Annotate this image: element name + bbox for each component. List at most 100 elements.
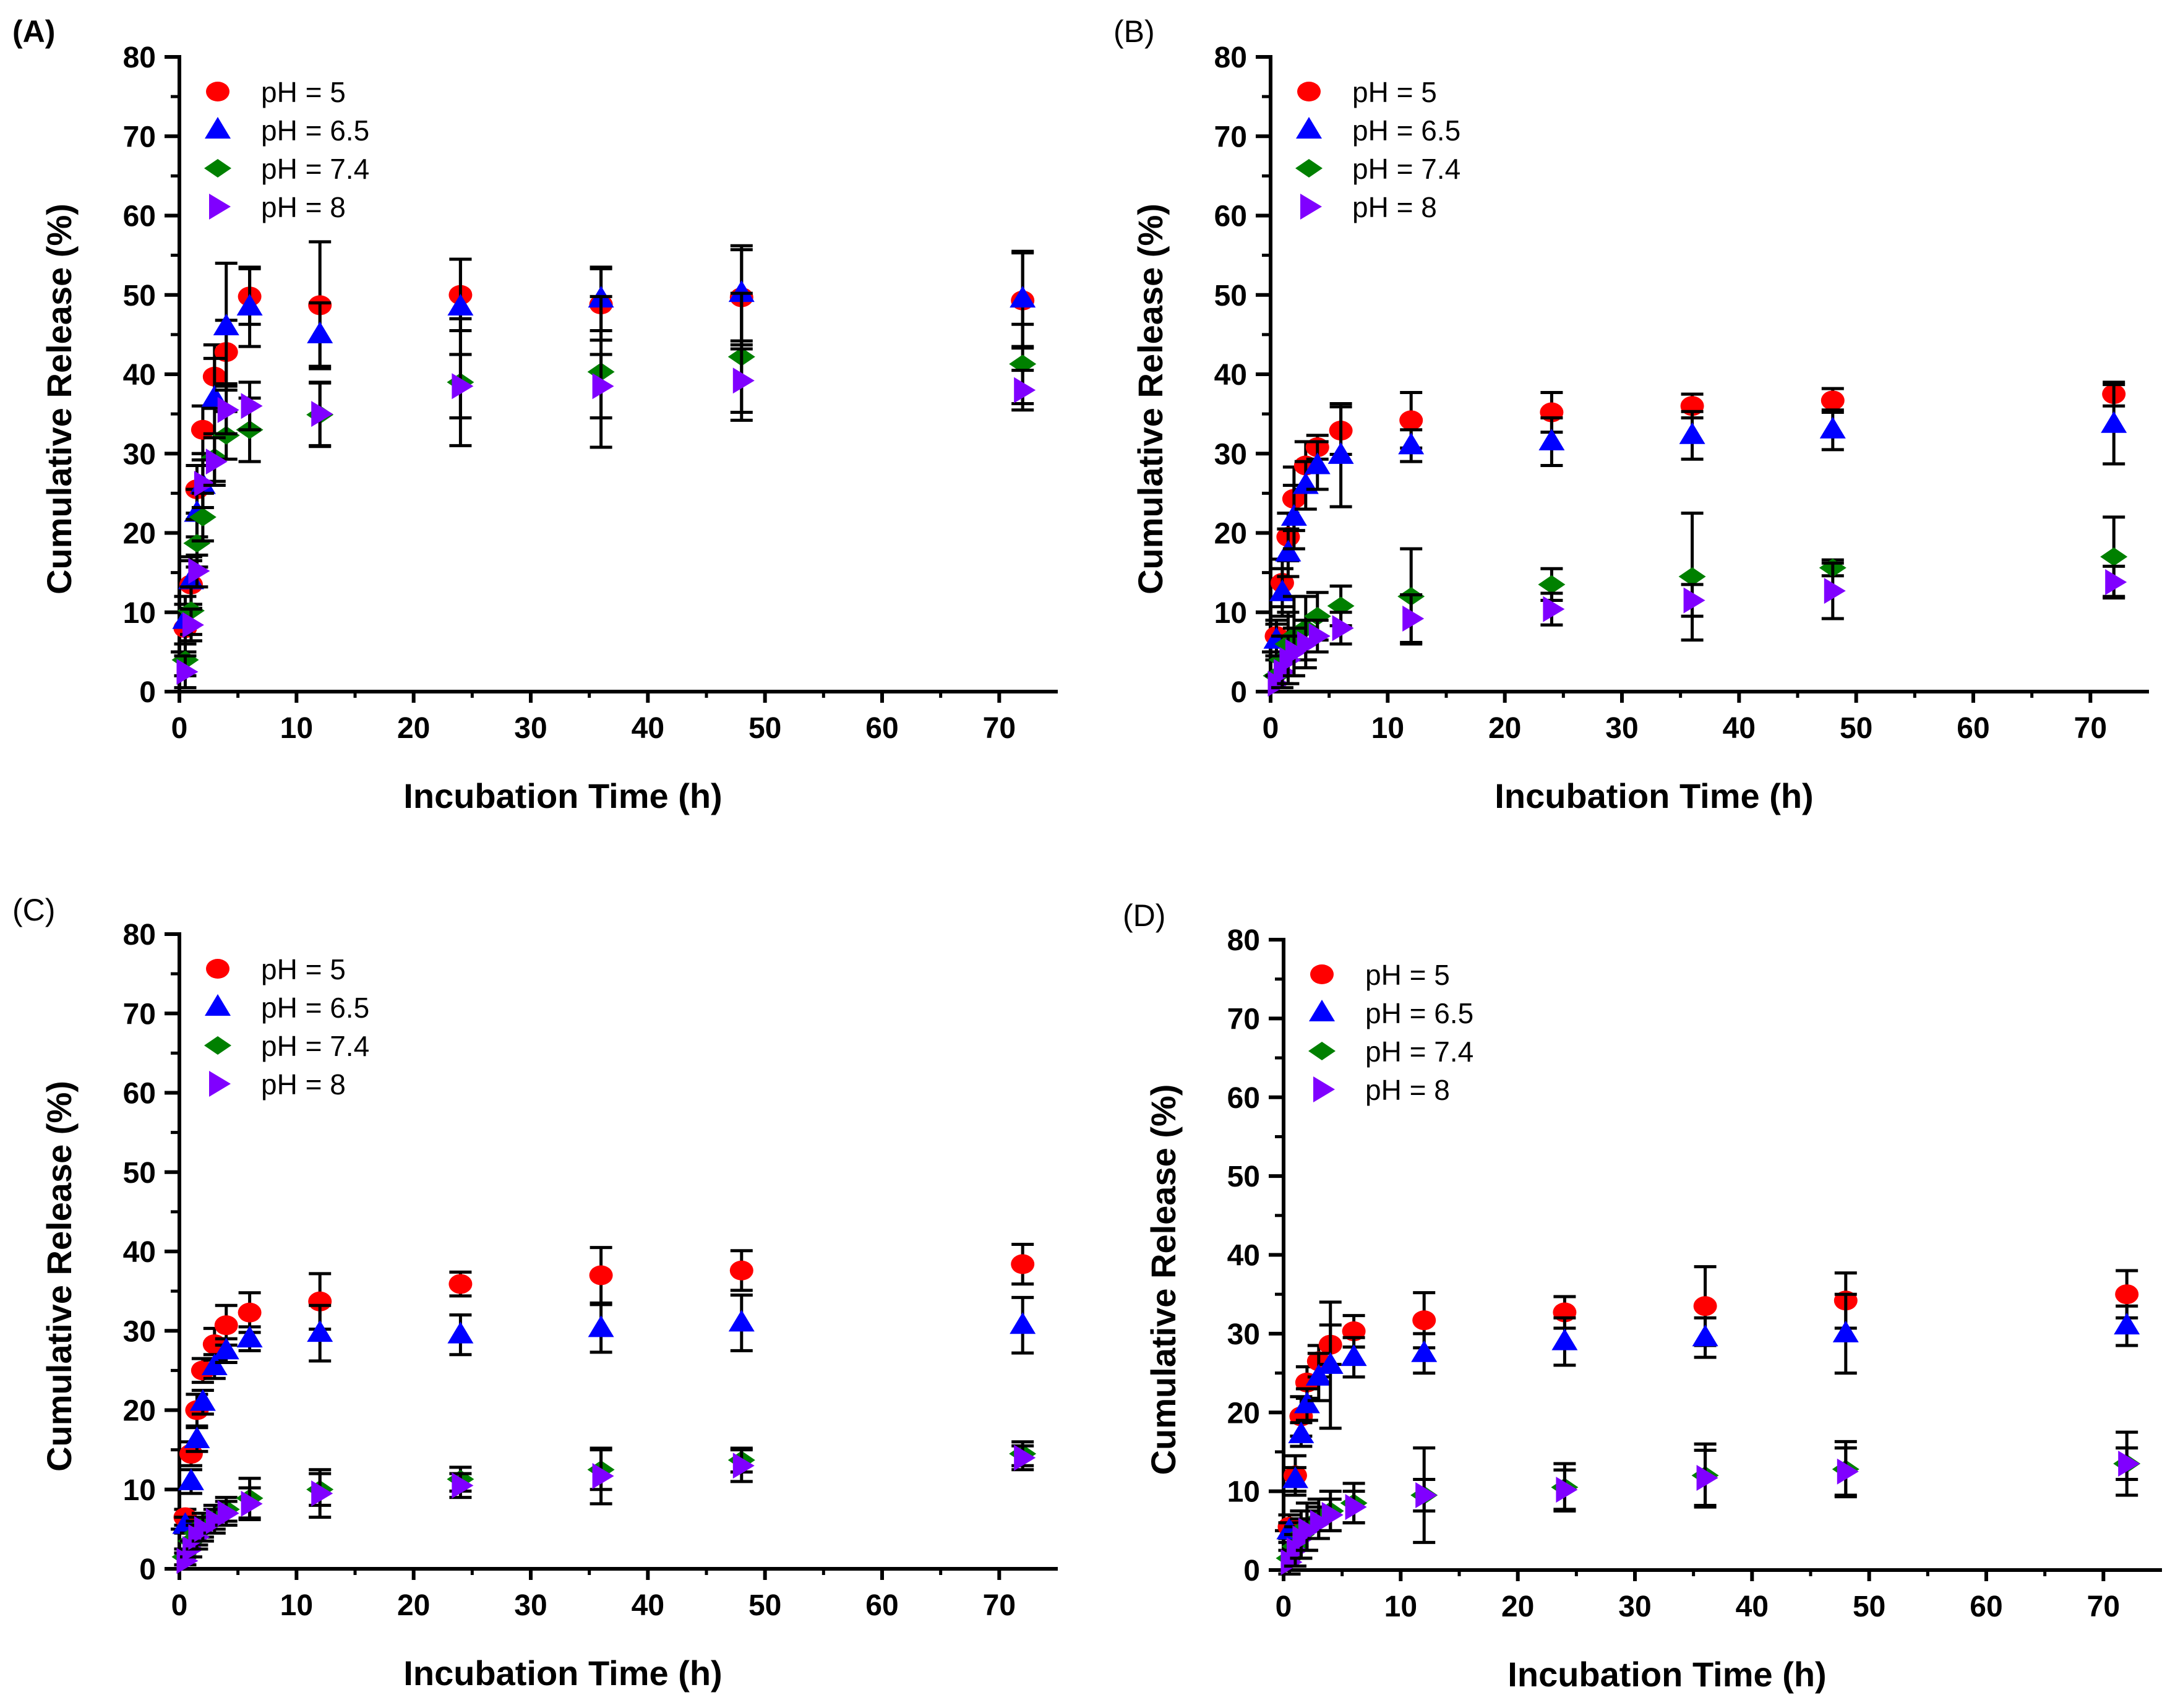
data-point xyxy=(1837,1458,1859,1485)
data-point xyxy=(194,470,216,497)
y-tick-label: 70 xyxy=(1227,1003,1260,1036)
data-point xyxy=(1285,638,1307,665)
legend-entry: pH = 6.5 xyxy=(1365,997,1473,1029)
data-point xyxy=(194,1516,216,1542)
data-point xyxy=(1332,615,1354,642)
data-point xyxy=(236,293,263,315)
data-point xyxy=(1398,432,1425,455)
data-point xyxy=(217,397,239,423)
x-axis-label: Incubation Time (h) xyxy=(403,1654,722,1693)
y-axis-label: Cumulative Release (%) xyxy=(1131,204,1170,594)
data-point xyxy=(1824,578,1846,604)
series-6.5 xyxy=(1276,1292,2140,1540)
data-point xyxy=(1288,1421,1315,1443)
data-point xyxy=(1293,1391,1320,1414)
legend-marker xyxy=(1296,117,1322,139)
y-axis-label: Cumulative Release (%) xyxy=(1144,1084,1183,1475)
y-tick-label: 20 xyxy=(123,1395,156,1428)
data-point xyxy=(1538,429,1565,451)
data-point xyxy=(1340,1344,1367,1367)
y-tick-label: 70 xyxy=(1214,121,1247,153)
data-point xyxy=(1297,631,1319,658)
data-point xyxy=(182,612,204,638)
y-tick-label: 40 xyxy=(123,1236,156,1269)
data-point xyxy=(176,658,199,685)
data-point xyxy=(176,1548,199,1574)
legend-entry: pH = 7.4 xyxy=(1365,1036,1473,1068)
panel-c: (C) 0 10 20 30 40 50 60 70 0 10 20 30 40 50 60 70 80 Incub… xyxy=(12,893,1058,1693)
x-tick-label: 0 xyxy=(1276,1590,1292,1623)
legend-marker xyxy=(1313,1076,1335,1102)
data-point xyxy=(1298,1517,1320,1544)
data-point xyxy=(1327,442,1354,464)
legend-marker xyxy=(206,959,229,979)
legend-entry: pH = 5 xyxy=(1352,76,1437,108)
x-tick-label: 20 xyxy=(1488,712,1521,745)
data-point xyxy=(1412,1310,1436,1331)
data-point xyxy=(1009,354,1037,374)
legend-entry: pH = 5 xyxy=(261,953,346,985)
panel-label: (C) xyxy=(12,893,55,927)
data-point xyxy=(2105,569,2127,596)
data-point xyxy=(184,1426,210,1448)
x-tick-label: 0 xyxy=(171,1589,188,1622)
x-tick-label: 50 xyxy=(1840,712,1872,745)
panel-a: (A) 0 10 20 30 40 50 60 70 0 10 20 30 40 50 60 70 80 Incub… xyxy=(12,14,1058,815)
data-point xyxy=(217,1500,239,1527)
y-tick-label: 80 xyxy=(1227,924,1260,957)
x-tick-label: 10 xyxy=(280,1589,313,1622)
y-tick-label: 10 xyxy=(1214,597,1247,630)
y-tick-label: 30 xyxy=(1227,1318,1260,1351)
y-tick-label: 60 xyxy=(1214,200,1247,233)
data-point xyxy=(205,448,228,475)
y-tick-label: 70 xyxy=(123,121,156,153)
x-tick-label: 30 xyxy=(1605,712,1638,745)
x-tick-label: 60 xyxy=(1957,712,1989,745)
legend-marker xyxy=(204,159,231,178)
data-point xyxy=(1282,1466,1308,1488)
data-point xyxy=(311,1480,333,1507)
legend-marker xyxy=(1308,1042,1336,1060)
data-point xyxy=(1321,1501,1344,1528)
y-tick-label: 10 xyxy=(1227,1476,1260,1509)
x-tick-label: 50 xyxy=(748,712,781,745)
data-point xyxy=(732,367,755,394)
legend-entry: pH = 6.5 xyxy=(261,114,369,147)
panel-label: (B) xyxy=(1113,14,1155,49)
y-tick-label: 80 xyxy=(123,919,156,951)
data-point xyxy=(1832,1320,1859,1342)
data-point xyxy=(1819,416,1846,439)
y-tick-label: 50 xyxy=(1214,280,1247,312)
x-tick-label: 70 xyxy=(983,1589,1016,1622)
y-tick-label: 0 xyxy=(1230,676,1247,709)
data-point xyxy=(1678,567,1706,586)
y-tick-label: 40 xyxy=(1214,359,1247,392)
x-tick-label: 20 xyxy=(1501,1590,1534,1623)
data-point xyxy=(189,507,217,526)
data-point xyxy=(588,1315,614,1337)
x-tick-label: 60 xyxy=(865,712,898,745)
y-tick-label: 20 xyxy=(1214,518,1247,551)
y-tick-label: 80 xyxy=(1214,41,1247,74)
data-point xyxy=(1411,1340,1438,1362)
data-point xyxy=(189,1389,216,1411)
data-point xyxy=(1679,422,1705,444)
data-point xyxy=(1327,596,1355,616)
panel-label: (A) xyxy=(12,14,55,49)
x-tick-label: 40 xyxy=(1736,1590,1769,1623)
data-point xyxy=(732,1453,755,1479)
legend-marker xyxy=(1300,194,1322,220)
y-tick-label: 30 xyxy=(123,1315,156,1348)
legend-marker xyxy=(1297,82,1321,101)
data-point xyxy=(1693,1296,1717,1316)
legend-marker xyxy=(1295,159,1323,178)
data-point xyxy=(2118,1451,2140,1477)
x-tick-label: 50 xyxy=(1853,1590,1885,1623)
data-point xyxy=(178,1468,204,1490)
data-point xyxy=(1308,623,1331,650)
y-tick-label: 0 xyxy=(139,1553,156,1586)
x-tick-label: 70 xyxy=(2087,1590,2120,1623)
data-point xyxy=(1010,1312,1036,1334)
x-tick-label: 0 xyxy=(171,712,188,745)
